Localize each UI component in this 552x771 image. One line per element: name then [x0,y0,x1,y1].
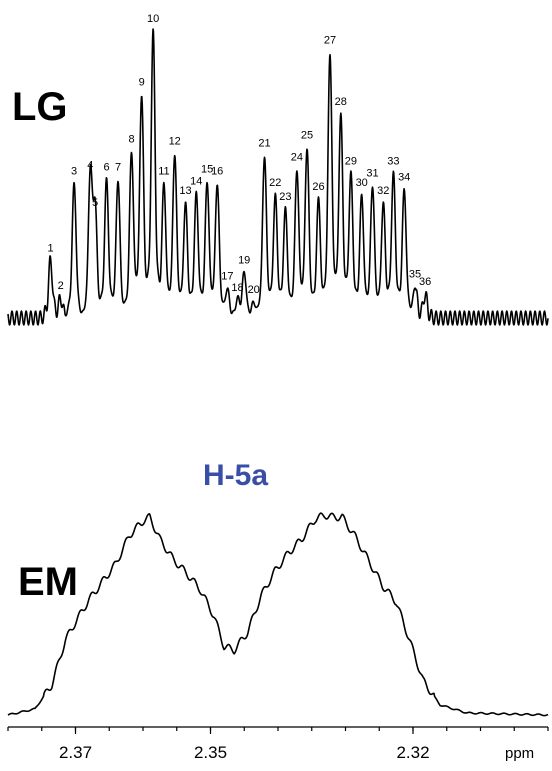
peak-label-2: 2 [58,280,64,292]
peak-label-31: 31 [366,167,378,179]
peak-label-7: 7 [115,161,121,173]
peak-label-12: 12 [169,136,181,148]
peak-label-30: 30 [356,177,368,189]
peak-label-18: 18 [231,282,243,294]
peak-label-9: 9 [139,76,145,88]
peak-label-16: 16 [211,165,223,177]
lg-peak-labels: 123 456 7891011121314151617181920212223242… [47,13,431,296]
peak-label-15: 15 [201,163,213,175]
peak-label-10: 10 [147,13,159,25]
peak-label-32: 32 [377,185,389,197]
peak-label-6: 6 [103,161,109,173]
peak-label-26: 26 [312,181,324,193]
lg-series-label: LG [12,85,68,129]
peak-label-4: 4 [87,159,93,171]
peak-label-19: 19 [238,255,250,267]
peak-label-28: 28 [335,96,347,108]
peak-label-13: 13 [179,185,191,197]
h5a-annotation: H-5a [203,459,268,492]
x-tick-label-2: 2.32 [396,743,429,762]
peak-label-17: 17 [221,270,233,282]
peak-label-1: 1 [47,243,53,255]
em-panel: EM [7,512,549,717]
peak-label-5: 5 [92,197,98,209]
peak-label-27: 27 [324,35,336,47]
peak-label-23: 23 [279,191,291,203]
em-series-label: EM [18,560,78,604]
x-axis: 2.37 2.35 2.32 ppm [7,726,549,762]
peak-label-20: 20 [248,284,260,296]
peak-label-14: 14 [190,175,202,187]
peak-label-29: 29 [345,156,357,168]
peak-label-25: 25 [301,130,313,142]
peak-label-36: 36 [419,276,431,288]
peak-label-24: 24 [291,152,303,164]
x-tick-label-0: 2.37 [59,743,92,762]
peak-label-8: 8 [128,134,134,146]
x-tick-label-1: 2.35 [194,743,227,762]
lg-panel: LG 123 456 7891011121314151617181920212223… [7,13,549,326]
peak-label-21: 21 [258,138,270,150]
peak-label-3: 3 [71,165,77,177]
peak-label-22: 22 [269,177,281,189]
lg-trace [7,28,549,326]
x-axis-unit-label: ppm [505,745,534,762]
peak-label-34: 34 [398,171,410,183]
x-ticks: 2.37 2.35 2.32 [7,727,549,762]
peak-label-11: 11 [158,165,169,177]
peak-label-35: 35 [409,268,421,280]
peak-label-33: 33 [387,156,399,168]
em-trace [7,512,549,717]
